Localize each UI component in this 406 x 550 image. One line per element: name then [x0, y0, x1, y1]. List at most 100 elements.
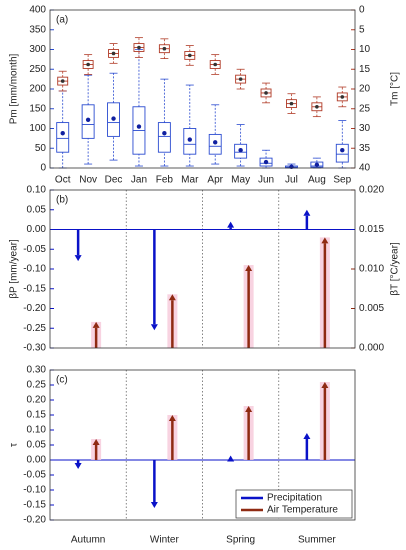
y-tick-label: 0.10 [27, 425, 47, 436]
legend-box [235, 489, 353, 519]
mean [136, 124, 142, 129]
y-tick-label: 100 [29, 123, 46, 134]
x-tick-label: Dec [105, 175, 123, 186]
y-tick-label: -0.15 [23, 283, 46, 294]
panel-label: (a) [56, 15, 68, 26]
x-tick-label: Sep [333, 175, 351, 186]
y-axis-label: βP [mm/year] [9, 239, 20, 299]
y-tick-label: -0.20 [23, 515, 46, 526]
plot-frame [49, 9, 356, 169]
y2-tick-label: 30 [359, 123, 371, 134]
box-body [234, 143, 248, 159]
y2-axis-label: βT [°C/year] [390, 242, 401, 296]
arrow-head [321, 237, 329, 244]
panel-label: (b) [56, 195, 68, 206]
box-body [208, 133, 222, 155]
x-tick-label: Mar [181, 175, 199, 186]
box [259, 149, 273, 169]
x-tick-label: Nov [79, 175, 97, 186]
arrow [150, 460, 158, 508]
y-tick-label: -0.10 [23, 485, 46, 496]
plot-frame [49, 369, 356, 521]
arrow [319, 237, 330, 348]
y-tick-label: 0 [40, 163, 46, 174]
arrow [243, 265, 254, 348]
box [133, 37, 145, 58]
box [184, 45, 196, 66]
box [56, 90, 70, 169]
arrow-head [303, 433, 311, 439]
y-tick-label: -0.10 [23, 264, 46, 275]
box-body [107, 102, 120, 137]
box [311, 96, 323, 118]
arrow [303, 433, 311, 460]
y-tick-label: -0.05 [23, 470, 46, 481]
y-tick-label: -0.30 [23, 343, 46, 354]
mean [187, 53, 192, 58]
y-tick-label: 0.30 [27, 365, 47, 376]
mean [111, 116, 116, 121]
y-tick-label: 400 [29, 5, 46, 16]
legend-label: Air Temperature [267, 505, 338, 516]
mean [187, 137, 192, 142]
mean [263, 159, 269, 165]
panel-label: (c) [56, 375, 68, 386]
y2-tick-label: 0.000 [359, 343, 384, 354]
y-tick-label: 250 [29, 64, 46, 75]
arrow [303, 209, 311, 230]
x-tick-label: Spring [226, 535, 255, 546]
arrow-head [92, 439, 100, 445]
y2-tick-label: 0.015 [359, 224, 384, 235]
y-tick-label: -0.05 [23, 244, 46, 255]
arrow-head [227, 455, 235, 462]
y-tick-label: 50 [35, 143, 47, 154]
y-tick-label: 0.20 [27, 395, 47, 406]
arrow-head [168, 294, 176, 301]
arrow-head [227, 221, 235, 228]
y2-tick-label: 25 [359, 103, 371, 114]
y-tick-label: 0.00 [27, 455, 47, 466]
y-axis-label: Pm [mm/month] [9, 54, 20, 125]
box [132, 49, 146, 167]
box-body [183, 128, 197, 155]
arrow [227, 455, 235, 462]
arrow-head [245, 406, 253, 412]
mean [213, 62, 218, 67]
y-tick-label: 0.05 [27, 204, 47, 215]
mean [60, 79, 65, 83]
y2-tick-label: 10 [359, 44, 371, 55]
box [336, 86, 348, 108]
y2-tick-label: 15 [359, 64, 371, 75]
y-axis-label: τ [9, 443, 20, 447]
mean [137, 45, 141, 50]
box [81, 74, 95, 165]
arrow-head [150, 502, 158, 508]
mean [314, 162, 320, 168]
x-tick-label: Oct [55, 175, 71, 186]
box-body [335, 143, 349, 163]
box [335, 120, 349, 169]
arrow [91, 321, 102, 348]
mean [162, 131, 167, 136]
box [82, 54, 94, 75]
arrow [167, 294, 178, 348]
y-tick-label: -0.20 [23, 303, 46, 314]
y-tick-label: 150 [29, 103, 46, 114]
box-body [157, 122, 171, 153]
y-tick-label: -0.15 [23, 500, 46, 511]
y2-tick-label: 0.010 [359, 264, 384, 275]
y-tick-label: -0.25 [23, 323, 46, 334]
box-body [259, 157, 273, 167]
box [57, 70, 69, 92]
arrow [167, 415, 178, 460]
y2-tick-label: 40 [359, 163, 371, 174]
y2-tick-label: 0.020 [359, 185, 384, 196]
arrow-head [74, 255, 82, 262]
box [260, 82, 272, 104]
box [234, 124, 248, 167]
box [208, 104, 222, 165]
box-body [310, 161, 324, 168]
box-body [56, 122, 70, 153]
plot-frame [49, 189, 356, 349]
